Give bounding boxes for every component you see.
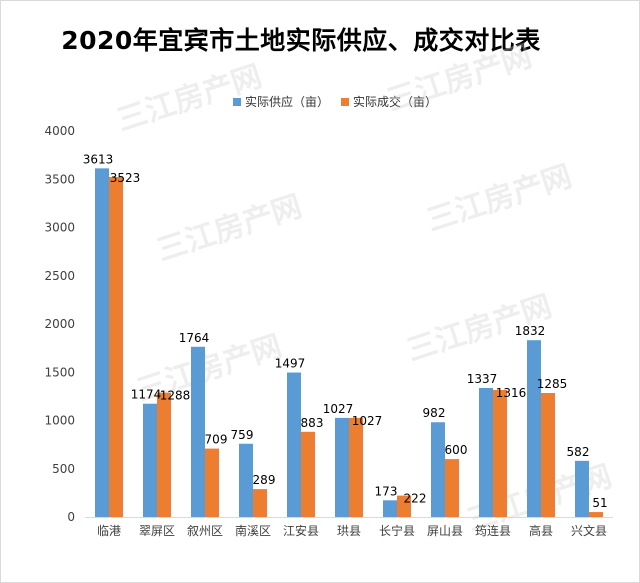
bar-deal xyxy=(493,390,507,517)
y-tick-label: 1000 xyxy=(44,414,75,428)
data-label-deal: 1288 xyxy=(160,389,191,403)
chart-legend: 实际供应（亩） 实际成交（亩） xyxy=(233,93,449,110)
legend-label-supply: 实际供应（亩） xyxy=(245,95,330,109)
legend-item-deal: 实际成交（亩） xyxy=(341,93,437,110)
bar-supply xyxy=(527,340,541,517)
bar-deal xyxy=(349,417,363,517)
data-label-supply: 582 xyxy=(567,445,590,459)
bar-supply xyxy=(335,417,349,517)
data-label-deal: 3523 xyxy=(110,171,141,185)
legend-item-supply: 实际供应（亩） xyxy=(233,93,329,110)
y-tick-label: 500 xyxy=(52,462,75,476)
data-label-supply: 759 xyxy=(231,428,254,442)
x-tick-label: 屏山县 xyxy=(427,524,463,538)
bar-deal xyxy=(397,495,411,517)
bar-supply xyxy=(239,443,253,517)
x-tick-label: 珙县 xyxy=(337,524,361,538)
data-label-supply: 173 xyxy=(375,484,398,498)
legend-swatch-deal xyxy=(341,97,350,106)
data-label-supply: 982 xyxy=(423,406,446,420)
x-axis: 临港 翠屏区 叙州区 南溪区 江安县 珙县 长宁县 屏山县 筠连县 高县 兴文县 xyxy=(85,517,613,538)
bar-deal xyxy=(157,392,171,517)
data-label-supply: 1174 xyxy=(131,388,162,402)
y-tick-label: 2500 xyxy=(44,269,75,283)
bar-deal xyxy=(109,177,123,517)
x-tick-label: 叙州区 xyxy=(187,524,223,538)
bars-layer xyxy=(95,168,603,517)
y-tick-label: 2000 xyxy=(44,317,75,331)
y-tick-label: 4000 xyxy=(44,124,75,138)
data-label-supply: 1027 xyxy=(323,402,354,416)
x-tick-label: 高县 xyxy=(529,523,553,538)
data-label-deal: 222 xyxy=(404,492,427,506)
data-label-deal: 51 xyxy=(592,496,607,510)
data-label-deal: 883 xyxy=(301,416,324,430)
x-tick-label: 翠屏区 xyxy=(139,524,175,538)
bar-supply xyxy=(143,403,157,517)
bar-supply xyxy=(287,372,301,517)
bar-deal xyxy=(589,512,603,517)
x-tick-label: 长宁县 xyxy=(379,523,415,538)
data-label-supply: 1497 xyxy=(275,357,306,371)
data-label-deal: 709 xyxy=(205,433,228,447)
watermark-text: 三江房产网 xyxy=(153,189,306,269)
data-label-deal: 289 xyxy=(253,473,276,487)
bar-deal xyxy=(445,459,459,517)
data-label-supply: 1764 xyxy=(179,331,210,345)
bar-deal xyxy=(301,431,315,517)
x-tick-label: 筠连县 xyxy=(475,523,511,538)
bar-supply xyxy=(575,460,589,517)
watermark-text: 三江房产网 xyxy=(383,39,536,119)
watermark-text: 三江房产网 xyxy=(423,159,576,239)
bar-supply xyxy=(191,346,205,517)
data-label-supply: 3613 xyxy=(83,152,114,166)
y-tick-label: 1500 xyxy=(44,365,75,379)
y-axis: 0 500 1000 1500 2000 2500 3000 3500 4000 xyxy=(44,124,75,524)
data-label-supply: 1832 xyxy=(515,324,546,338)
y-tick-label: 0 xyxy=(67,510,75,524)
x-tick-label: 江安县 xyxy=(283,523,319,538)
data-label-deal: 1285 xyxy=(537,377,568,391)
data-label-deal: 1316 xyxy=(496,386,527,400)
watermark-text: 三江房产网 xyxy=(113,59,266,139)
data-label-deal: 1027 xyxy=(352,414,383,428)
bar-supply xyxy=(431,422,445,517)
bar-supply xyxy=(95,168,109,517)
data-label-deal: 600 xyxy=(445,443,468,457)
x-tick-label: 兴文县 xyxy=(571,523,607,538)
bar-deal xyxy=(541,392,555,517)
x-tick-label: 南溪区 xyxy=(235,523,271,538)
chart-title: 2020年宜宾市土地实际供应、成交对比表 xyxy=(61,26,541,55)
legend-swatch-supply xyxy=(233,97,241,106)
legend-label-deal: 实际成交（亩） xyxy=(353,95,438,109)
y-tick-label: 3500 xyxy=(44,172,75,186)
bar-deal xyxy=(205,448,219,517)
data-label-supply: 1337 xyxy=(467,372,498,386)
bar-supply xyxy=(479,387,493,517)
bar-supply xyxy=(383,500,397,517)
x-tick-label: 临港 xyxy=(97,524,121,538)
bar-deal xyxy=(253,489,267,517)
y-tick-label: 3000 xyxy=(44,221,75,235)
